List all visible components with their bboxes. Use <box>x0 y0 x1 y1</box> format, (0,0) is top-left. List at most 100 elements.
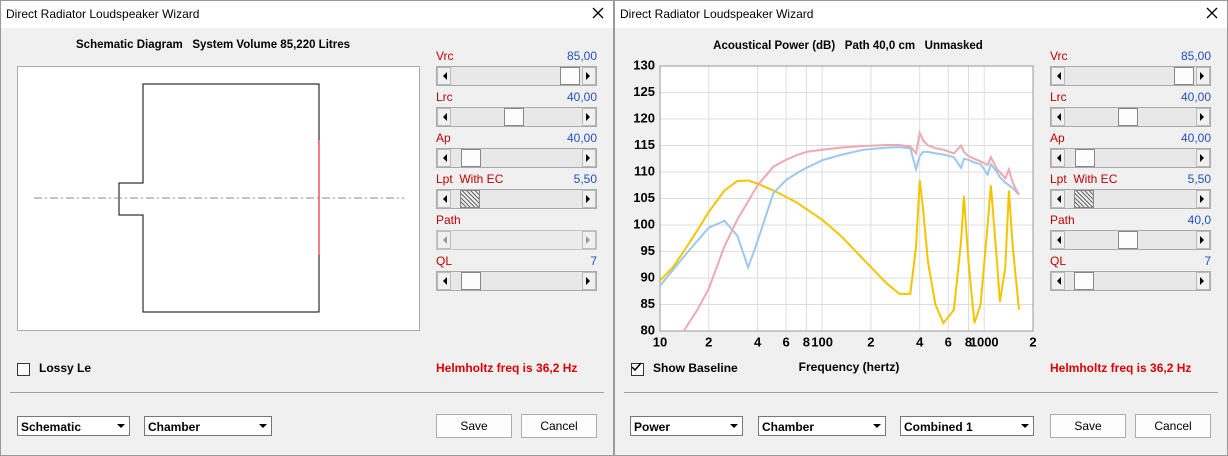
slider-label: QL <box>436 254 453 268</box>
close-icons[interactable] <box>592 7 1218 19</box>
button[interactable]: Cancel <box>1135 414 1211 438</box>
dropdown[interactable]: Schematic <box>17 416 130 436</box>
checkbox[interactable] <box>631 363 644 376</box>
checkbox-label[interactable]: Show Baseline <box>653 361 738 375</box>
y-tick-label: 100 <box>633 216 655 231</box>
dropdown-arrow <box>1021 424 1029 432</box>
schematic <box>34 83 404 313</box>
slider-label: QL <box>1050 254 1067 268</box>
y-tick-label: 95 <box>641 243 655 258</box>
button[interactable]: Save <box>1050 414 1126 438</box>
dropdown[interactable]: Combined 1 <box>900 416 1034 436</box>
x-axis-label: Frequency (hertz) <box>799 360 900 374</box>
dropdown[interactable]: Chamber <box>758 416 886 436</box>
arrow-glyph <box>439 154 447 162</box>
series-line <box>659 146 1020 287</box>
dropdown[interactable]: Chamber <box>144 416 272 436</box>
slider-value: 40,00 <box>1180 90 1211 104</box>
slider-thumb[interactable] <box>1074 272 1094 290</box>
arrow-glyph <box>1053 277 1061 285</box>
slider-thumb[interactable] <box>461 149 481 167</box>
y-tick-label: 115 <box>634 137 655 152</box>
x-tick-label: 2 <box>705 334 712 349</box>
slider-thumb[interactable] <box>460 190 480 208</box>
slider-thumb[interactable] <box>560 67 580 85</box>
slider-label: Ap <box>1050 131 1065 145</box>
arrow-glyph <box>586 277 594 285</box>
slider-thumb[interactable] <box>1075 149 1095 167</box>
y-tick-label: 80 <box>641 322 655 337</box>
window-title: Direct Radiator Loudspeaker Wizard <box>6 7 200 21</box>
slider-value: 5,50 <box>573 172 597 186</box>
checkbox-label[interactable]: Lossy Le <box>39 361 92 375</box>
y-tick-label: 105 <box>633 190 655 205</box>
arrow-glyph <box>1200 236 1208 244</box>
y-tick-label: 125 <box>633 84 655 99</box>
slider-label: Lrc <box>436 90 453 104</box>
slider-track[interactable] <box>1050 66 1211 86</box>
close-button[interactable] <box>1206 7 1218 19</box>
slider-thumb[interactable] <box>1174 67 1194 85</box>
arrow-glyph <box>439 277 447 285</box>
arrow-glyph <box>439 72 447 80</box>
arrow-glyph <box>1200 72 1208 80</box>
status: Helmholtz freq is 36,2 Hz <box>436 361 578 375</box>
arrow-glyph <box>586 154 594 162</box>
arrow-glyph <box>1053 236 1061 244</box>
series-line <box>659 179 1020 326</box>
slider-value: 40,00 <box>1180 131 1211 145</box>
arrow-glyph <box>1053 195 1061 203</box>
arrow-glyph <box>439 113 447 121</box>
title-bar <box>615 1 1227 28</box>
arrow-glyph <box>1200 113 1208 121</box>
slider-value: 7 <box>590 254 597 268</box>
x-tick-label: 1000 <box>970 334 999 349</box>
series-line <box>682 129 1020 332</box>
heading: Schematic Diagram System Volume 85,220 L… <box>76 39 350 51</box>
button[interactable]: Save <box>436 414 512 438</box>
dropdown-arrow <box>730 424 738 432</box>
arrow-glyph <box>1200 154 1208 162</box>
y-tick-label: 110 <box>634 163 655 178</box>
slider-thumb[interactable] <box>461 272 481 290</box>
slider-label: Ap <box>436 131 451 145</box>
separator <box>624 392 1218 393</box>
slider-track[interactable] <box>436 66 597 86</box>
arrow-glyph <box>1053 72 1061 80</box>
status: Helmholtz freq is 36,2 Hz <box>1050 361 1192 375</box>
arrow-glyph <box>586 195 594 203</box>
checkbox[interactable] <box>17 363 30 376</box>
dropdown-arrow <box>873 424 881 432</box>
slider-value: 7 <box>1204 254 1211 268</box>
separator <box>10 392 604 393</box>
slider-thumb[interactable] <box>1118 231 1138 249</box>
slider-thumb[interactable] <box>1118 108 1138 126</box>
y-tick-label: 130 <box>633 57 655 72</box>
slider-value: 40,00 <box>566 90 597 104</box>
dropdown[interactable]: Power <box>630 416 743 436</box>
slider-value: 40,0 <box>1187 213 1211 227</box>
title-bar <box>1 1 613 28</box>
x-tick-label: 100 <box>811 334 833 349</box>
check-mark <box>631 362 642 372</box>
slider-label: Path <box>436 213 461 227</box>
x-tick-label: 2 <box>1029 334 1036 349</box>
arrow-glyph <box>1053 113 1061 121</box>
arrow-glyph <box>439 236 447 244</box>
close-button[interactable] <box>592 7 604 19</box>
slider-label: Lpt With EC <box>1050 172 1118 186</box>
x-tick-label: 8 <box>965 334 972 349</box>
button[interactable]: Cancel <box>521 414 597 438</box>
y-tick-label: 90 <box>641 269 655 284</box>
slider-label: Vrc <box>436 49 454 63</box>
slider-value: 5,50 <box>1187 172 1211 186</box>
slider-label: Lrc <box>1050 90 1067 104</box>
slider-thumb[interactable] <box>1074 190 1094 208</box>
slider-track <box>436 230 597 250</box>
x-tick-label: 2 <box>867 334 874 349</box>
x-tick-label: 4 <box>754 334 762 349</box>
chart-title: Acoustical Power (dB) Path 40,0 cm Unmas… <box>713 40 983 52</box>
slider-thumb[interactable] <box>504 108 524 126</box>
x-tick-label: 8 <box>803 334 810 349</box>
